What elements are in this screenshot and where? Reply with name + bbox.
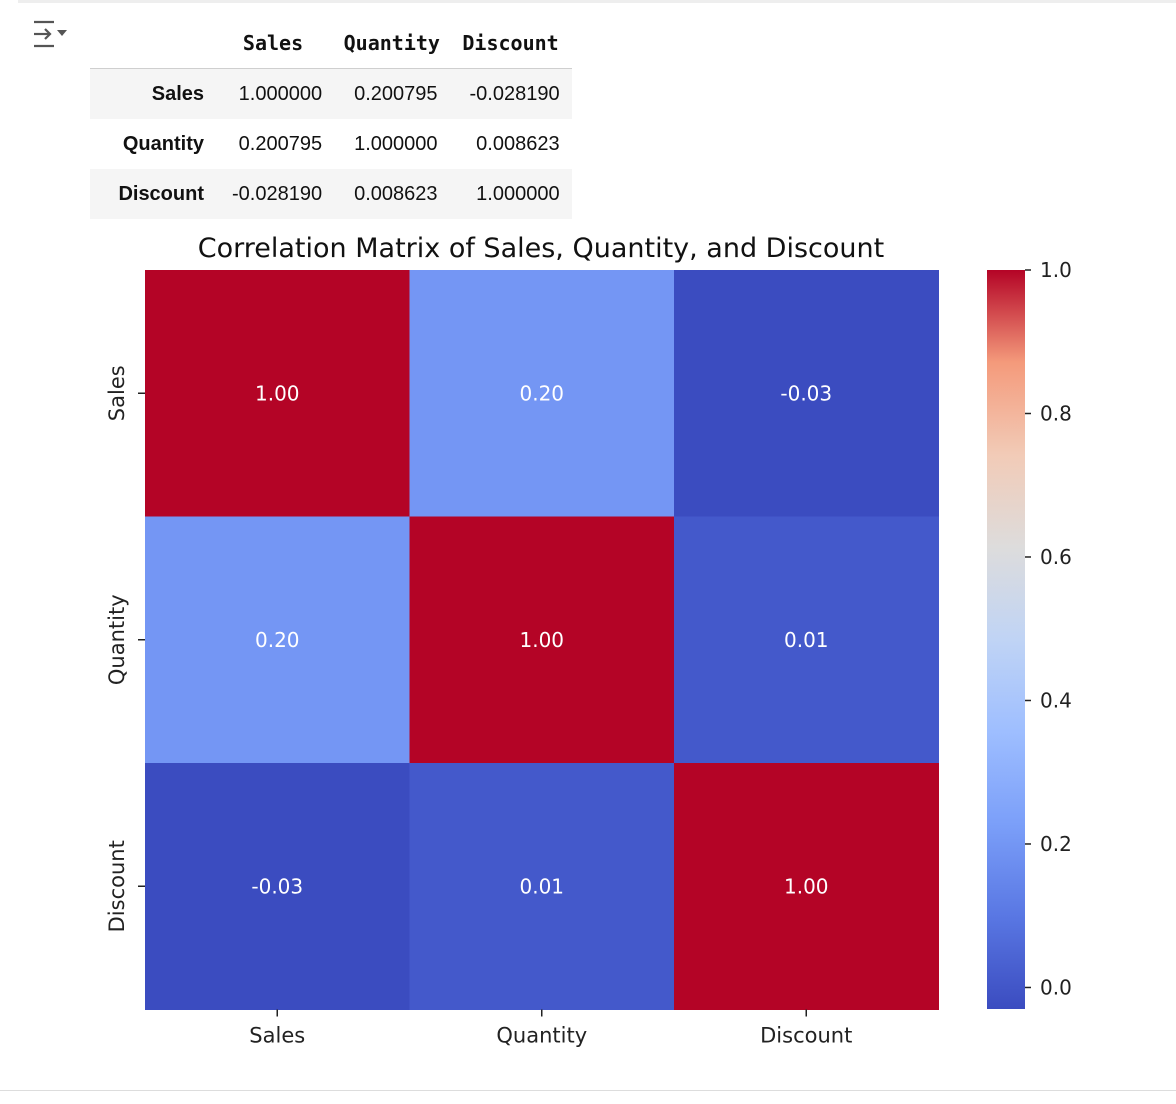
table-cell: 1.000000 (476, 182, 560, 205)
output-top-divider (18, 0, 1176, 3)
x-tick-label: Sales (249, 1024, 305, 1048)
table-cell: -0.028190 (469, 82, 560, 105)
y-tick-label: Sales (105, 365, 129, 421)
output-bottom-divider (0, 1090, 1176, 1091)
table-row: Sales 1.000000 0.200795 -0.028190 (90, 68, 572, 119)
cell-annotation: 1.00 (255, 381, 300, 405)
heatmap-cells: 1.00 0.20 -0.03 0.20 1.00 0.01 -0.03 0.01 1.00 (145, 270, 939, 1010)
cell-annotation: 0.01 (519, 874, 564, 898)
chart-title: Correlation Matrix of Sales, Quantity, a… (198, 233, 884, 264)
colorbar: 0.0 0.2 0.4 0.6 0.8 1.0 (987, 258, 1072, 1009)
x-tick-label: Quantity (496, 1024, 587, 1048)
table-row: Quantity 0.200795 1.000000 0.008623 (90, 119, 572, 169)
cell-annotation: -0.03 (780, 381, 832, 405)
table-header-row: Sales Quantity Discount (90, 18, 572, 69)
table-cell: 0.200795 (354, 82, 438, 105)
row-header: Discount (118, 182, 204, 205)
table-cell: 1.000000 (238, 82, 323, 105)
colorbar-tick-label: 0.6 (1040, 545, 1072, 569)
colorbar-tick-label: 0.4 (1040, 688, 1072, 712)
x-tick-label: Discount (760, 1024, 852, 1048)
table-cell: -0.028190 (232, 182, 323, 205)
y-tick-label: Discount (105, 840, 129, 932)
column-header: Sales (242, 31, 304, 55)
heatmap-cell (674, 763, 939, 1010)
heatmap-cell (145, 516, 410, 764)
heatmap-axes: Sales Quantity Discount Sales Quantity Discou… (105, 365, 852, 1047)
colorbar-tick-label: 0.2 (1040, 832, 1072, 856)
cell-annotation: 0.20 (255, 628, 300, 652)
table-cell: 0.200795 (238, 132, 323, 155)
column-header: Quantity (343, 31, 440, 55)
heatmap-cell (145, 763, 410, 1010)
table-row: Discount -0.028190 0.008623 1.000000 (90, 169, 572, 219)
colorbar-gradient (987, 270, 1025, 1009)
cell-annotation: 0.20 (519, 381, 564, 405)
row-header: Sales (151, 82, 204, 105)
colorbar-tick-label: 0.0 (1040, 975, 1072, 999)
heatmap-cell (674, 516, 939, 764)
colorbar-tick-label: 0.8 (1040, 401, 1072, 425)
heatmap-cell (674, 270, 939, 517)
cell-annotation: 0.01 (784, 628, 829, 652)
heatmap-cell (409, 270, 675, 517)
colorbar-tick-label: 1.0 (1040, 258, 1072, 282)
cell-annotation: 1.00 (784, 874, 829, 898)
dataframe-table: Sales Quantity Discount Sales 1.000000 0… (90, 18, 572, 219)
table-corner (90, 18, 212, 69)
y-tick-label: Quantity (105, 594, 129, 685)
heatmap-cell (145, 270, 410, 517)
table-cell: 0.008623 (354, 182, 438, 205)
output-collapse-icon[interactable] (30, 14, 70, 54)
heatmap-figure: Correlation Matrix of Sales, Quantity, a… (105, 233, 1072, 1048)
row-header: Quantity (122, 132, 204, 155)
heatmap-cell (409, 763, 675, 1010)
table-cell: 0.008623 (476, 132, 560, 155)
table-cell: 1.000000 (354, 132, 438, 155)
cell-annotation: -0.03 (251, 874, 303, 898)
heatmap-cell (409, 516, 675, 764)
column-header: Discount (462, 31, 559, 55)
cell-annotation: 1.00 (519, 628, 564, 652)
